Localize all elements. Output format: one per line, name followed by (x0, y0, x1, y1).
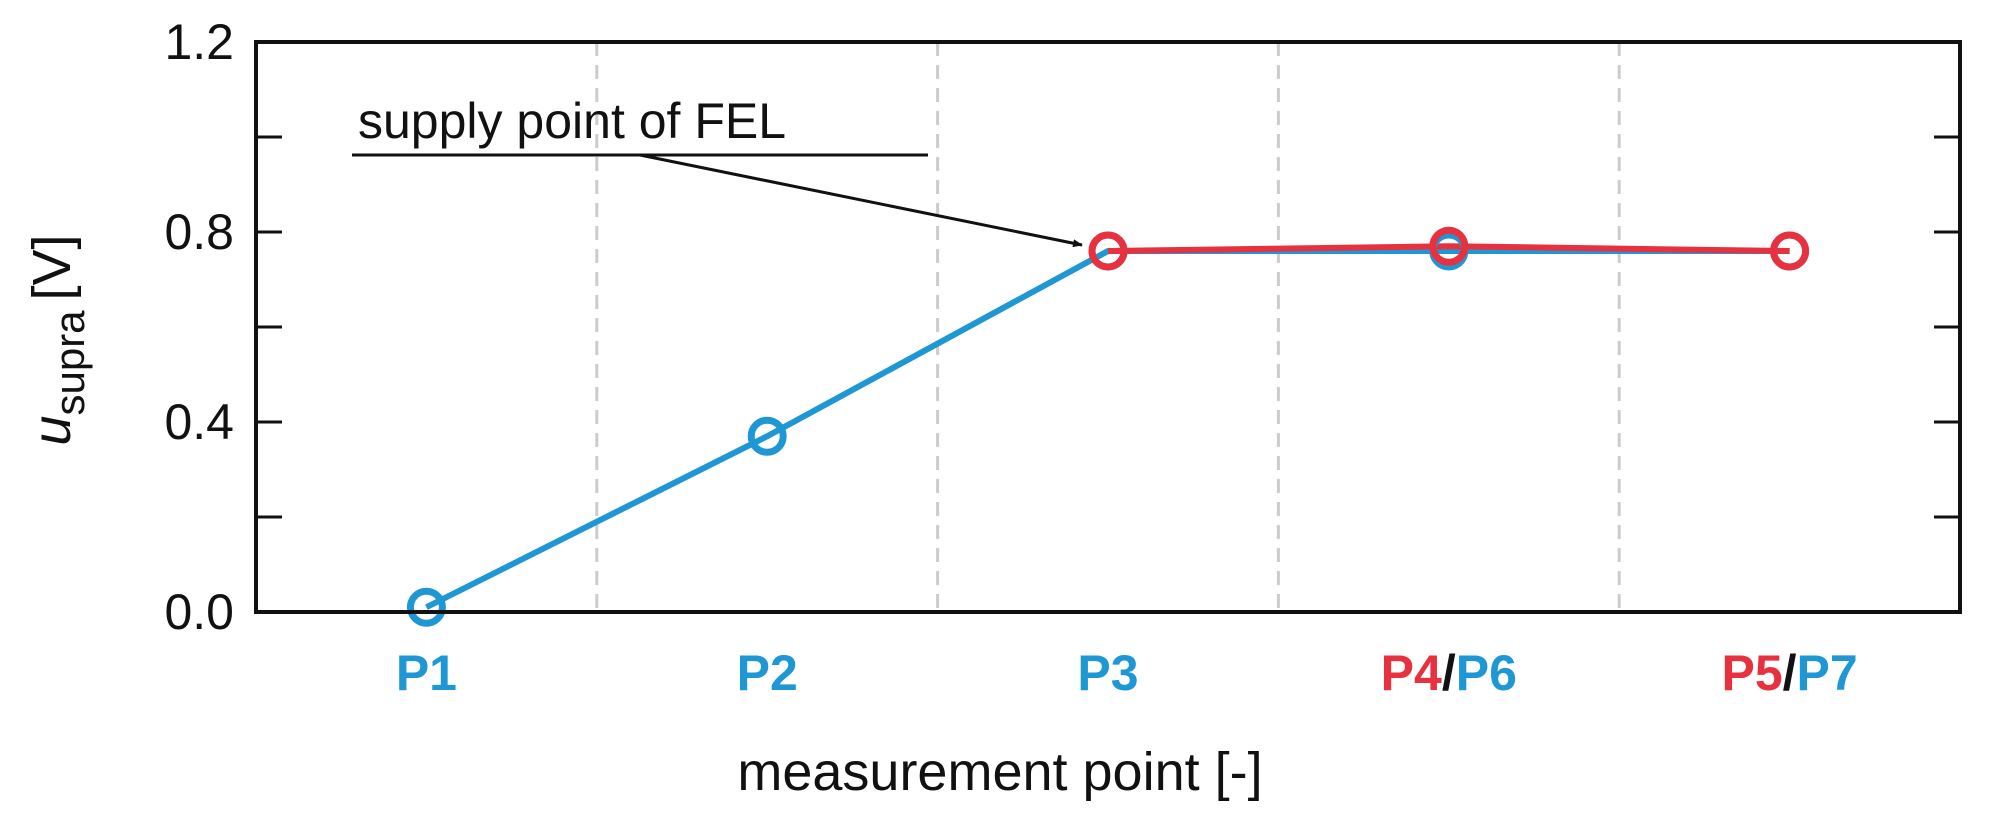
y-axis-label-main: u (22, 416, 82, 446)
x-tick-label-part: P1 (396, 645, 457, 701)
y-tick-label: 0.4 (164, 394, 234, 450)
x-tick-label-part: P2 (737, 645, 798, 701)
data-point-red (1088, 231, 1128, 271)
y-axis-label: usupra [V] (22, 234, 93, 445)
x-axis-ticks: P1 P2 P3 P4/P6 P5/P7 (396, 645, 1858, 701)
y-axis-label-subscript: supra (46, 310, 93, 416)
x-tick-label-part: P3 (1077, 645, 1138, 701)
x-tick-label-part: P6 (1456, 645, 1517, 701)
y-tick-label: 0.0 (164, 584, 234, 640)
x-tick-label-part: / (1783, 645, 1797, 701)
data-point-blue (747, 416, 787, 456)
data-point-red (1770, 231, 1810, 271)
data-point-red (1429, 226, 1469, 266)
x-tick-label: P1 (396, 645, 457, 701)
series-lines (425, 243, 1790, 610)
series-line-red (1107, 243, 1790, 254)
annotation-supply-point: supply point of FEL (352, 93, 1083, 248)
x-tick-label-part: P4 (1381, 645, 1442, 701)
x-tick-label: P5/P7 (1721, 645, 1857, 701)
x-tick-label: P2 (737, 645, 798, 701)
x-tick-label: P4/P6 (1381, 645, 1517, 701)
annotation-arrow (639, 153, 1083, 248)
series-line-blue (425, 248, 1790, 610)
y-tick-label: 1.2 (164, 14, 234, 70)
y-tick-label: 0.8 (164, 204, 234, 260)
data-markers (406, 226, 1810, 627)
data-point-blue (406, 587, 446, 627)
x-axis-label: measurement point [-] (737, 742, 1262, 802)
grid-lines (595, 42, 1621, 612)
x-tick-label-part: P5 (1721, 645, 1782, 701)
y-axis-label-unit: [V] (22, 234, 82, 300)
y-axis-ticks: 0.0 0.4 0.8 1.2 (164, 14, 1960, 640)
annotation-text: supply point of FEL (358, 93, 786, 149)
x-tick-label: P3 (1077, 645, 1138, 701)
x-tick-label-part: / (1442, 645, 1456, 701)
x-tick-label-part: P7 (1797, 645, 1858, 701)
